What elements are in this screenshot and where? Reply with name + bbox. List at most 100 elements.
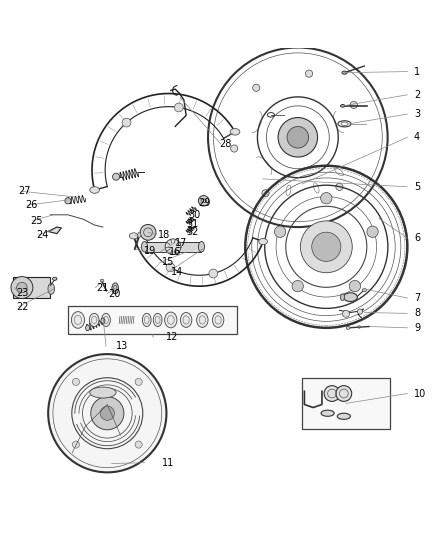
Text: 30: 30 — [188, 210, 201, 220]
Ellipse shape — [343, 293, 357, 302]
Circle shape — [48, 354, 166, 472]
Text: 18: 18 — [158, 230, 170, 239]
Text: 32: 32 — [186, 228, 198, 237]
Text: 17: 17 — [175, 238, 187, 248]
Text: 12: 12 — [166, 333, 179, 343]
Text: 3: 3 — [414, 109, 420, 119]
Circle shape — [113, 173, 120, 180]
Bar — [13, 277, 50, 298]
Circle shape — [65, 198, 71, 204]
Ellipse shape — [129, 233, 138, 239]
Ellipse shape — [259, 238, 268, 245]
Ellipse shape — [141, 241, 148, 252]
Circle shape — [274, 226, 286, 237]
Ellipse shape — [53, 277, 57, 280]
Ellipse shape — [153, 313, 162, 327]
Text: 5: 5 — [414, 182, 420, 192]
Ellipse shape — [100, 279, 104, 282]
Text: 23: 23 — [16, 288, 28, 298]
Text: 22: 22 — [16, 302, 29, 312]
Ellipse shape — [346, 326, 350, 329]
Circle shape — [336, 183, 343, 190]
Ellipse shape — [101, 318, 105, 324]
Ellipse shape — [112, 283, 118, 294]
Text: 11: 11 — [162, 458, 174, 468]
Circle shape — [91, 397, 124, 430]
Circle shape — [209, 269, 218, 278]
Bar — [68, 306, 237, 334]
Text: 20: 20 — [109, 289, 121, 298]
Text: 28: 28 — [219, 139, 231, 149]
Circle shape — [262, 190, 269, 197]
Circle shape — [287, 126, 309, 148]
Ellipse shape — [180, 312, 192, 327]
Circle shape — [367, 226, 378, 237]
Circle shape — [278, 118, 318, 157]
Circle shape — [350, 101, 357, 109]
Circle shape — [300, 221, 352, 273]
Circle shape — [165, 239, 181, 255]
Text: 24: 24 — [36, 230, 49, 240]
Circle shape — [198, 196, 209, 206]
Circle shape — [357, 309, 363, 314]
Text: 6: 6 — [414, 233, 420, 243]
Ellipse shape — [321, 410, 334, 416]
Ellipse shape — [341, 104, 345, 107]
Text: 25: 25 — [31, 215, 43, 225]
Text: 4: 4 — [414, 132, 420, 142]
Circle shape — [100, 406, 114, 421]
Ellipse shape — [197, 312, 208, 327]
Circle shape — [230, 145, 238, 152]
Circle shape — [166, 263, 175, 272]
Text: 19: 19 — [144, 246, 156, 256]
Circle shape — [253, 84, 260, 91]
Circle shape — [305, 70, 313, 77]
Ellipse shape — [198, 241, 205, 252]
Circle shape — [349, 280, 360, 292]
Text: 9: 9 — [414, 323, 420, 333]
Ellipse shape — [142, 313, 151, 327]
Bar — [145, 241, 201, 252]
Text: 26: 26 — [25, 200, 37, 210]
Ellipse shape — [212, 312, 224, 327]
Text: 31: 31 — [186, 219, 198, 229]
Circle shape — [140, 224, 156, 240]
Ellipse shape — [86, 325, 90, 330]
Text: 29: 29 — [198, 198, 210, 207]
Ellipse shape — [71, 312, 85, 328]
Circle shape — [72, 441, 80, 448]
Text: 2: 2 — [414, 90, 420, 100]
Text: 8: 8 — [414, 309, 420, 318]
Ellipse shape — [165, 312, 177, 328]
Ellipse shape — [102, 313, 110, 327]
Circle shape — [174, 103, 183, 112]
Text: 1: 1 — [414, 67, 420, 77]
Circle shape — [135, 378, 142, 385]
Text: 16: 16 — [169, 247, 181, 257]
Circle shape — [122, 118, 131, 127]
Ellipse shape — [337, 413, 350, 419]
Circle shape — [324, 386, 340, 401]
Text: 14: 14 — [171, 266, 183, 277]
Ellipse shape — [340, 294, 345, 301]
Ellipse shape — [230, 128, 240, 135]
Text: 13: 13 — [116, 341, 128, 351]
Circle shape — [292, 280, 304, 292]
Text: 21: 21 — [96, 282, 109, 293]
Circle shape — [11, 277, 33, 298]
Ellipse shape — [342, 71, 347, 74]
Circle shape — [336, 386, 352, 401]
Circle shape — [343, 310, 350, 317]
Circle shape — [312, 232, 341, 261]
Text: 7: 7 — [414, 293, 420, 303]
Text: 27: 27 — [18, 186, 31, 196]
Text: 10: 10 — [414, 389, 426, 399]
Circle shape — [321, 192, 332, 204]
Bar — [302, 378, 390, 429]
Ellipse shape — [90, 187, 99, 193]
Ellipse shape — [138, 232, 141, 238]
Ellipse shape — [90, 387, 116, 398]
Circle shape — [17, 282, 27, 293]
Ellipse shape — [362, 288, 367, 292]
Ellipse shape — [89, 313, 99, 327]
